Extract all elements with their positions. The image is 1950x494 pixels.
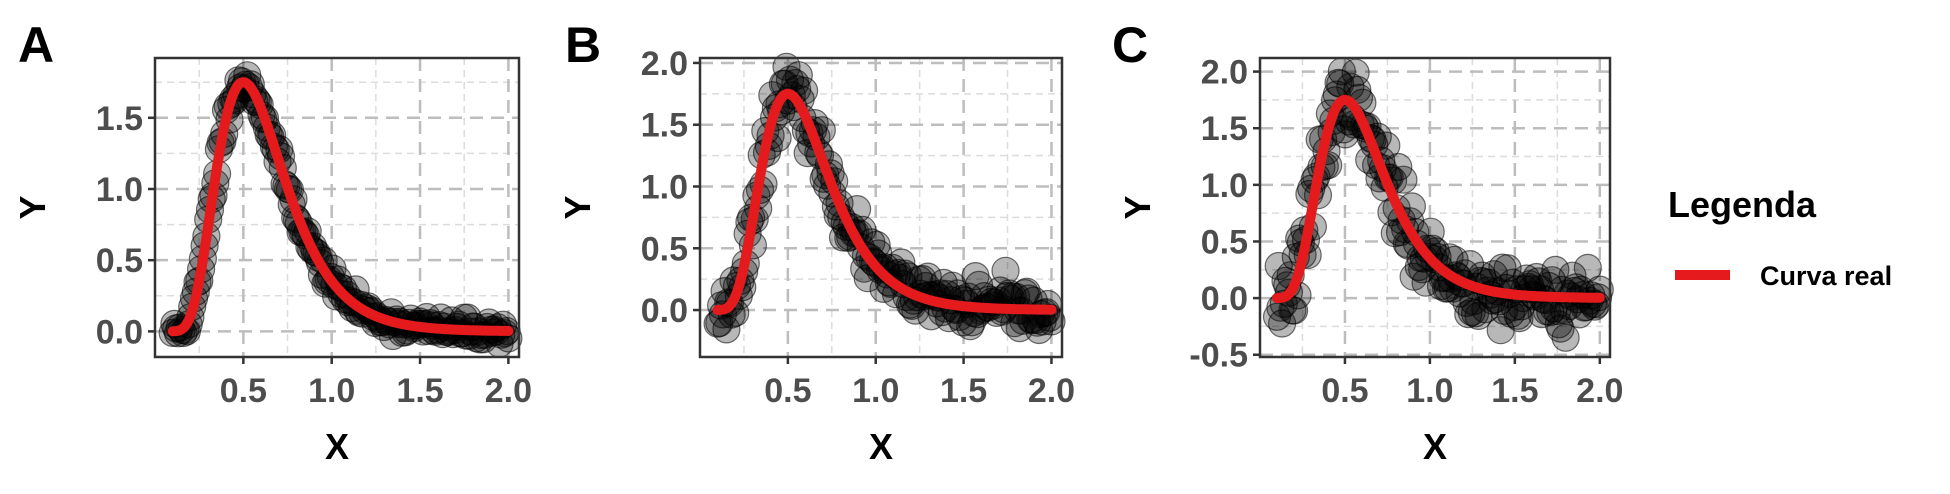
x-tick-label: 0.5 (764, 372, 811, 410)
panel-border (153, 56, 521, 359)
data-point (1264, 251, 1293, 281)
y-tick-label: 0.5 (1201, 223, 1248, 261)
legend-label: Curva real (1760, 261, 1892, 291)
panel-c: C 0.5 1.0 1.5 2.0 -0.5 0.0 0.5 1.0 1.5 2.0 X Y (1112, 17, 1623, 467)
y-tick-label: 1.5 (96, 100, 143, 138)
y-axis-title: Y (1117, 195, 1158, 219)
y-tick-label: 1.5 (641, 107, 688, 145)
panel-border (1258, 56, 1612, 359)
x-tick-label: 1.0 (308, 372, 355, 410)
y-tick-label: 1.0 (641, 168, 688, 206)
data-point (1324, 68, 1353, 97)
y-tick-label: 1.5 (1201, 110, 1248, 148)
x-tick-label: 1.5 (1491, 372, 1538, 410)
y-tick-label: 0.0 (641, 292, 688, 330)
true-curve-line (167, 77, 514, 337)
x-tick-label: 0.5 (220, 372, 267, 410)
data-point (1546, 314, 1575, 343)
data-point (1493, 254, 1522, 283)
x-tick-label: 1.0 (852, 372, 899, 410)
true-curve-line (712, 88, 1057, 315)
panel-tag: C (1112, 17, 1148, 73)
x-tick-label: 2.0 (1028, 372, 1075, 410)
y-tick-label: 0.5 (641, 230, 688, 268)
y-tick-label: 0.0 (1201, 280, 1248, 318)
x-axis-title: X (1423, 426, 1447, 467)
true-curve-line (1272, 94, 1605, 304)
data-point (887, 248, 916, 277)
y-tick-label: 2.0 (641, 45, 688, 83)
y-tick-label: 1.0 (96, 171, 143, 209)
x-axis-title: X (325, 426, 349, 467)
y-axis-title: Y (12, 195, 53, 219)
legend-title: Legenda (1668, 184, 1817, 225)
y-tick-label: 0.0 (96, 313, 143, 351)
y-tick-label: 2.0 (1201, 54, 1248, 92)
y-tick-label: -0.5 (1189, 337, 1248, 375)
x-tick-label: 0.5 (1321, 372, 1368, 410)
y-axis-title: Y (557, 195, 598, 219)
x-tick-label: 1.0 (1406, 372, 1453, 410)
data-point (1551, 323, 1580, 352)
legend: Legenda Curva real (1668, 184, 1892, 291)
data-point (1573, 253, 1602, 282)
panel-tag: A (18, 17, 54, 73)
panel-border (698, 56, 1064, 359)
y-tick-label: 0.5 (96, 242, 143, 280)
x-tick-label: 1.5 (396, 372, 443, 410)
x-tick-label: 2.0 (1576, 372, 1623, 410)
panel-tag: B (565, 17, 601, 73)
x-tick-label: 2.0 (485, 372, 532, 410)
panel-b: B 0.5 1.0 1.5 2.0 0.0 0.5 1.0 1.5 2.0 X Y (557, 17, 1075, 467)
x-axis-title: X (869, 426, 893, 467)
panel-a: A 0.5 1.0 1.5 2.0 0.0 0.5 1.0 1.5 X Y (12, 17, 532, 467)
data-point (1455, 250, 1485, 279)
x-tick-label: 1.5 (940, 372, 987, 410)
data-point (784, 61, 813, 90)
y-tick-label: 1.0 (1201, 167, 1248, 205)
